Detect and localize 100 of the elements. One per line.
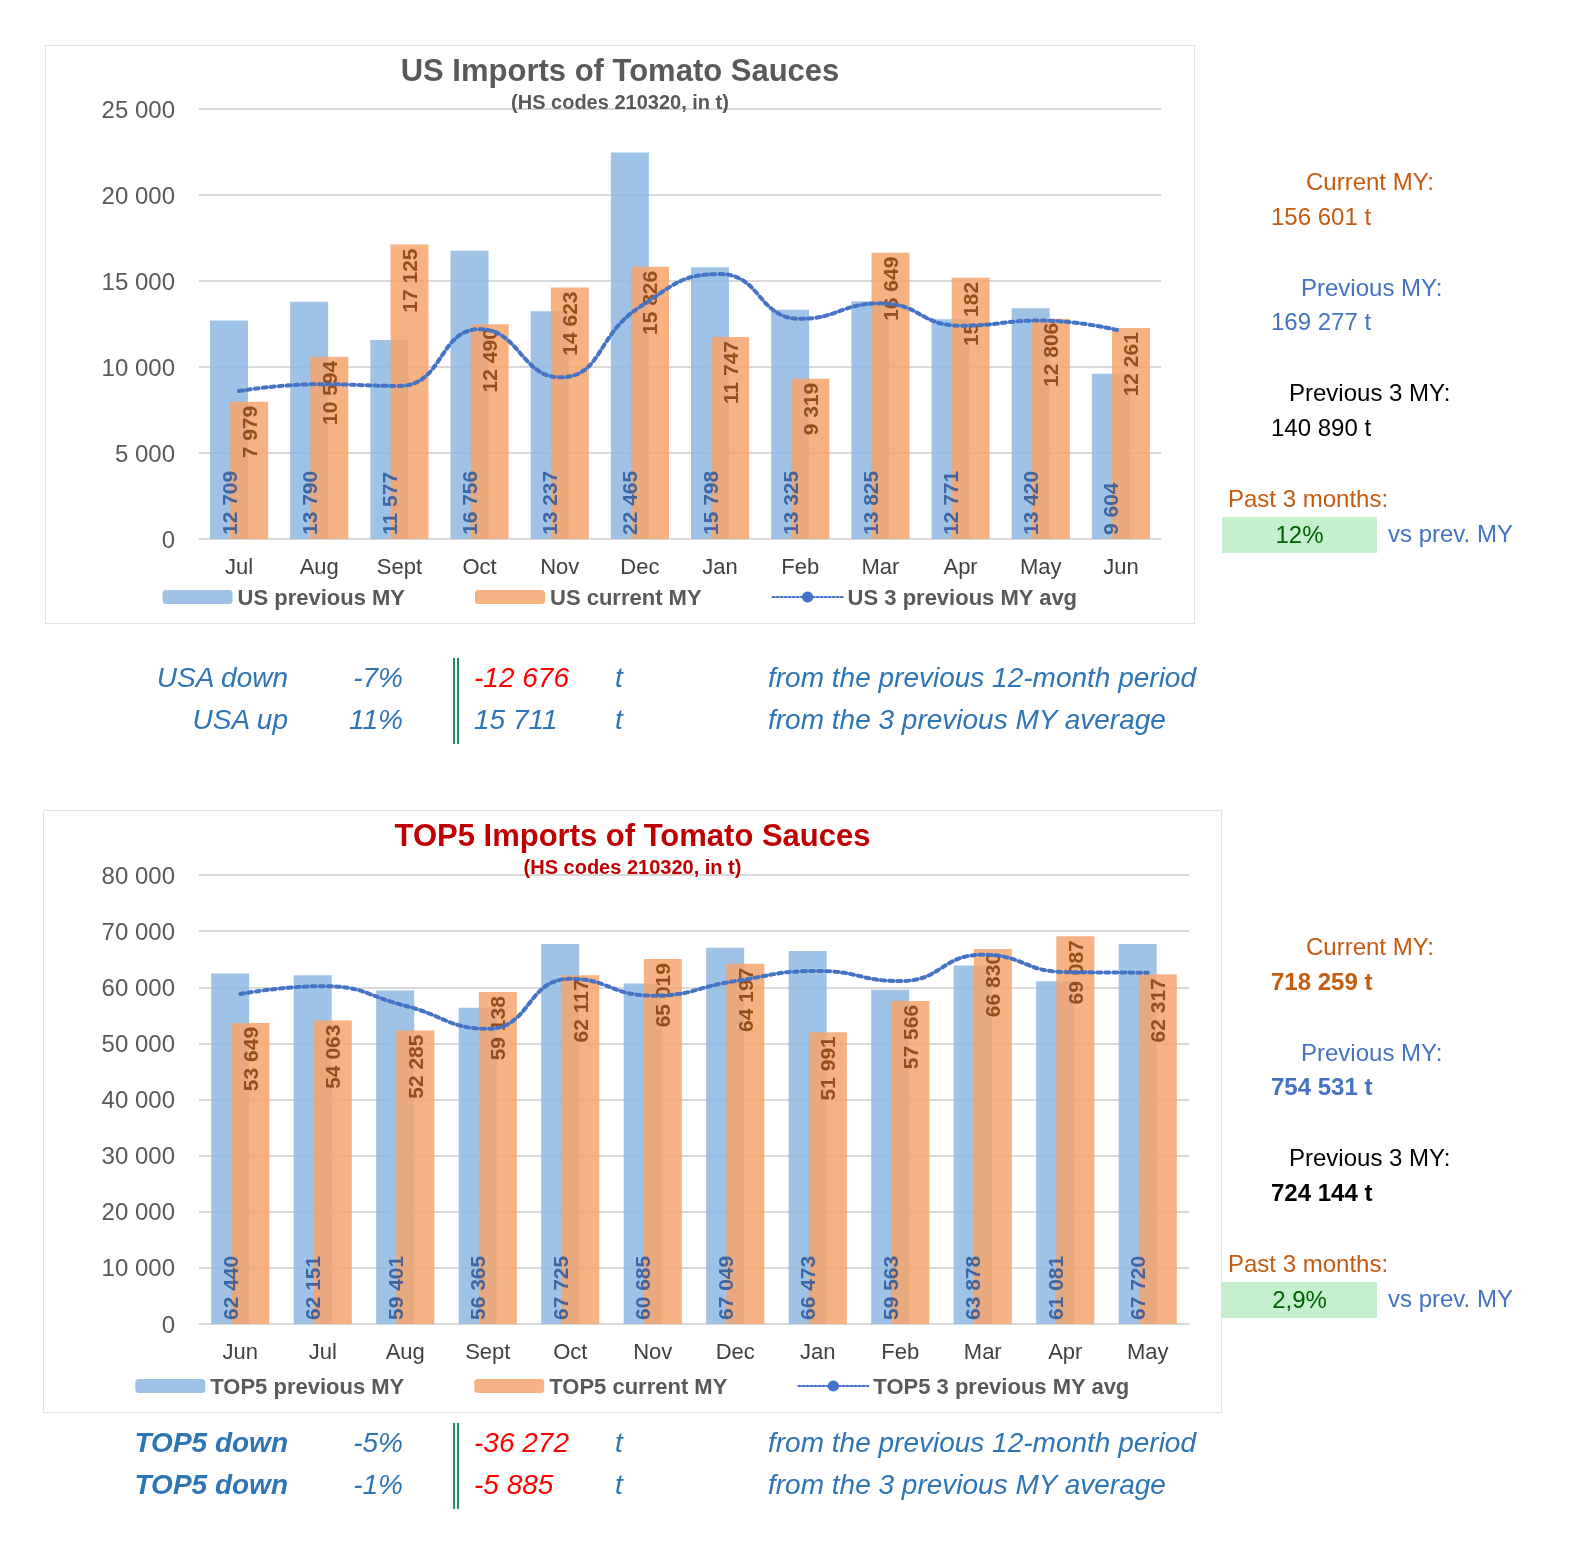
text: USA down xyxy=(156,662,288,694)
data-label: 63 878 xyxy=(961,1255,985,1320)
x-tick-label: Feb xyxy=(881,1338,920,1364)
legend-label: TOP5 previous MY xyxy=(210,1373,405,1399)
text: -12 676 xyxy=(474,662,569,694)
data-label: 57 566 xyxy=(898,1004,922,1070)
y-tick-label: 30 000 xyxy=(101,1142,175,1170)
y-tick-label: 15 000 xyxy=(101,267,175,295)
text: -7% xyxy=(353,662,403,694)
x-tick-label: Jan xyxy=(800,1338,836,1364)
data-label: 9 604 xyxy=(1099,482,1123,535)
text: TOP5 down xyxy=(134,1469,288,1501)
data-label: 22 465 xyxy=(618,470,642,535)
legend-label: TOP5 current MY xyxy=(549,1373,728,1399)
text: Current MY: xyxy=(1306,168,1435,196)
text: vs prev. MY xyxy=(1388,1285,1513,1313)
text: Previous MY: xyxy=(1301,1039,1443,1067)
y-tick-label: 0 xyxy=(161,1310,175,1338)
text: 754 531 t xyxy=(1271,1073,1373,1101)
text: from the 3 previous MY average xyxy=(768,704,1166,736)
x-tick-label: Sept xyxy=(465,1338,511,1364)
text: -1% xyxy=(353,1469,403,1501)
x-tick-label: Aug xyxy=(299,553,339,579)
data-label: 62 317 xyxy=(1146,978,1170,1043)
data-label: 13 420 xyxy=(1019,470,1043,535)
data-label: 61 081 xyxy=(1043,1255,1067,1320)
data-label: 53 649 xyxy=(238,1026,262,1092)
x-tick-label: May xyxy=(1019,553,1062,579)
x-tick-label: Jan xyxy=(702,553,738,579)
x-tick-label: May xyxy=(1126,1338,1169,1364)
y-tick-label: 20 000 xyxy=(101,1198,175,1226)
x-tick-label: Nov xyxy=(540,553,580,579)
data-label: 56 365 xyxy=(466,1255,490,1320)
text: 11% xyxy=(349,704,403,736)
text: Previous 3 MY: xyxy=(1289,1144,1451,1172)
chart-subtitle: (HS codes 210320, in t) xyxy=(511,91,729,113)
text: from the previous 12-month period xyxy=(768,1427,1196,1459)
legend-label: TOP5 3 previous MY avg xyxy=(873,1373,1130,1399)
x-tick-label: Oct xyxy=(462,553,497,579)
text: 169 277 t xyxy=(1271,308,1372,336)
data-label: 60 685 xyxy=(631,1255,655,1320)
x-tick-label: Nov xyxy=(633,1338,673,1364)
text: 724 144 t xyxy=(1271,1179,1373,1207)
y-tick-label: 25 000 xyxy=(101,95,175,123)
y-tick-label: 50 000 xyxy=(101,1029,175,1057)
x-tick-label: Jul xyxy=(225,553,254,579)
text: 156 601 t xyxy=(1271,203,1372,231)
text: -36 272 xyxy=(474,1427,569,1459)
data-label: 16 756 xyxy=(458,470,482,535)
data-label: 13 825 xyxy=(858,470,882,535)
data-label: 62 440 xyxy=(218,1255,242,1320)
data-label: 17 125 xyxy=(397,248,421,313)
data-label: 14 623 xyxy=(558,291,582,356)
label-box: 12% xyxy=(1222,517,1377,553)
x-tick-label: Jun xyxy=(1103,553,1139,579)
x-tick-label: Oct xyxy=(553,1338,588,1364)
data-label: 62 151 xyxy=(301,1255,325,1320)
data-label: 9 319 xyxy=(798,382,822,436)
data-label: 13 237 xyxy=(538,470,562,535)
text: TOP5 down xyxy=(134,1427,288,1459)
x-tick-label: Sept xyxy=(376,553,423,579)
data-label: 52 285 xyxy=(403,1034,427,1099)
text: t xyxy=(615,1427,623,1459)
data-label: 67 720 xyxy=(1126,1255,1150,1320)
text: 15 711 xyxy=(474,704,558,736)
data-label: 7 979 xyxy=(237,405,261,459)
text: Past 3 months: xyxy=(1228,1250,1389,1278)
y-tick-label: 0 xyxy=(161,525,175,553)
y-tick-label: 80 000 xyxy=(101,861,175,889)
data-label: 13 325 xyxy=(778,470,802,535)
y-tick-label: 60 000 xyxy=(101,973,175,1001)
x-tick-label: Apr xyxy=(943,553,978,579)
x-tick-label: Aug xyxy=(385,1338,425,1364)
y-tick-label: 70 000 xyxy=(101,917,175,945)
legend-label: US current MY xyxy=(550,584,702,610)
data-label: 12 771 xyxy=(939,470,963,535)
data-label: 15 798 xyxy=(698,470,722,535)
x-tick-label: Jun xyxy=(222,1338,258,1364)
chart-subtitle: (HS codes 210320, in t) xyxy=(523,856,742,878)
data-label: 54 063 xyxy=(321,1024,345,1089)
data-label: 62 117 xyxy=(568,979,592,1043)
data-label: 11 747 xyxy=(718,340,742,405)
text: USA up xyxy=(192,704,288,736)
text: 718 259 t xyxy=(1271,968,1373,996)
text: from the previous 12-month period xyxy=(768,662,1196,694)
text: t xyxy=(615,662,623,694)
data-label: 59 563 xyxy=(878,1255,902,1320)
data-label: 59 401 xyxy=(383,1255,407,1320)
data-label: 67 049 xyxy=(713,1255,737,1320)
x-tick-label: Mar xyxy=(963,1338,1002,1364)
data-label: 12 709 xyxy=(217,470,241,535)
text: -5% xyxy=(353,1427,403,1459)
data-label: 12 261 xyxy=(1119,331,1143,397)
data-label: 12 806 xyxy=(1039,322,1063,387)
x-tick-label: Feb xyxy=(781,553,820,579)
text: from the 3 previous MY average xyxy=(768,1469,1166,1501)
data-label: 13 790 xyxy=(297,470,321,535)
x-tick-label: Apr xyxy=(1048,1338,1083,1364)
x-tick-label: Jul xyxy=(308,1338,337,1364)
text: Past 3 months: xyxy=(1228,485,1389,513)
